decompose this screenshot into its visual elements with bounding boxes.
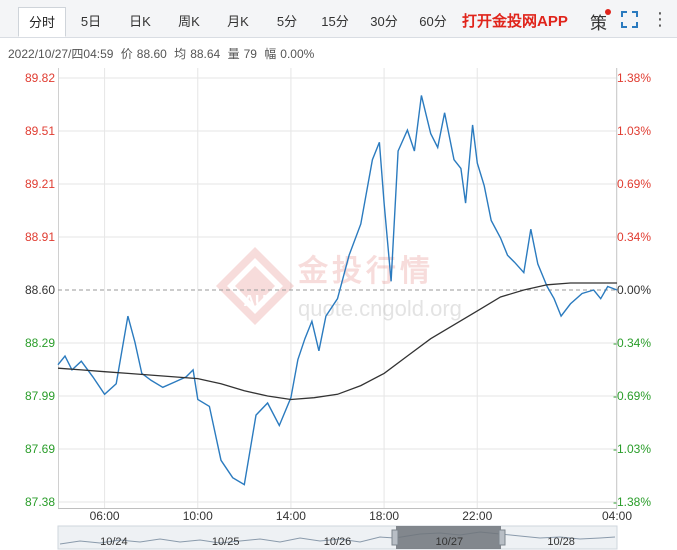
navigator-date-labels: 10/24 10/25 10/26 10/27 10/28 [100,536,575,548]
price-value: 88.60 [136,47,167,61]
navigator-selected-window[interactable] [396,526,501,549]
y-tick-label-right: 1.38% [617,71,651,85]
tab-5day[interactable]: 5日 [80,14,102,29]
tab-weekly-k[interactable]: 周K [178,14,200,29]
y-tick-label-right: 0.69% [617,177,651,191]
navigator-date-label: 10/28 [547,536,575,548]
quote-datetime: 2022/10/27/四04:59 [8,47,114,61]
y-tick-label-right: -1.03% [613,442,651,456]
y-tick-label-left: 88.60 [25,283,55,297]
period-tab-bar: 分时 5日 日K 周K 月K 5分 15分 30分 60分 打开金投网APP 策… [0,0,677,38]
navigator-date-label: 10/24 [100,536,128,548]
watermark-brand: 金投行情 [297,254,434,289]
avg-value: 88.64 [190,47,221,61]
tab-15min[interactable]: 15分 [321,14,349,29]
notification-dot [605,9,611,15]
navigator-date-label: 10/26 [324,536,352,548]
y-tick-label-left: 88.29 [25,336,55,350]
y-tick-label-right: 1.03% [617,124,651,138]
y-tick-label-left: 89.51 [25,124,55,138]
tab-30min[interactable]: 30分 [370,14,398,29]
range-navigator[interactable]: 10/24 10/25 10/26 10/27 10/28 [57,525,618,550]
strategy-icon[interactable]: 策 [590,14,607,34]
avg-label: 均 [174,47,187,61]
x-tick-label: 14:00 [276,509,306,523]
y-tick-label-left: 89.21 [25,177,55,191]
price-label: 价 [120,47,133,61]
y-tick-label-right: -0.69% [613,389,651,403]
y-axis-right-labels: 1.38% 1.03% 0.69% 0.34% 0.00% -0.34% -0.69% -1.… [613,71,651,509]
watermark-logo-text: AU [243,293,266,310]
y-tick-label-right: 0.00% [617,283,651,297]
volume-value: 79 [243,47,257,61]
open-app-link[interactable]: 打开金投网APP [462,13,568,30]
y-tick-label-right: 0.34% [617,230,651,244]
navigator-date-label: 10/27 [436,536,464,548]
x-tick-label: 22:00 [462,509,492,523]
y-tick-label-left: 87.69 [25,442,55,456]
fullscreen-icon[interactable] [621,11,638,28]
change-value: 0.00% [280,47,315,61]
navigator-date-label: 10/25 [212,536,240,548]
x-tick-label: 06:00 [90,509,120,523]
x-tick-label: 04:00 [602,509,632,523]
navigator-handle-right[interactable] [498,529,506,546]
watermark: AU 金投行情 quote.cngold.org [216,247,462,325]
watermark-logo-icon [216,247,294,325]
quote-info-line: 2022/10/27/四04:59 价 88.60 均 88.64 量 79 幅 0.0… [8,45,318,62]
x-tick-label: 10:00 [183,509,213,523]
chart-grid [58,68,618,508]
y-axis-left-labels: 89.82 89.51 89.21 88.91 88.60 88.29 87.99 87.69… [25,71,55,509]
x-tick-label: 18:00 [369,509,399,523]
tab-60min[interactable]: 60分 [419,14,447,29]
y-tick-label-left: 89.82 [25,71,55,85]
price-series-line [57,95,618,486]
change-label: 幅 [264,47,277,61]
y-tick-label-left: 88.91 [25,230,55,244]
tab-daily-k[interactable]: 日K [129,14,151,29]
tab-5min[interactable]: 5分 [276,14,298,29]
tab-monthly-k[interactable]: 月K [227,14,249,29]
y-tick-label-left: 87.38 [25,495,55,509]
x-axis-labels: 06:00 10:00 14:00 18:00 22:00 04:00 [90,509,633,523]
watermark-url: quote.cngold.org [298,296,462,321]
y-tick-label-right: -0.34% [613,336,651,350]
tab-intraday[interactable]: 分时 [18,7,66,37]
y-tick-label-left: 87.99 [25,389,55,403]
volume-label: 量 [227,47,240,61]
navigator-sparkline [59,531,616,545]
navigator-handle-left[interactable] [391,529,399,546]
y-tick-label-right: -1.38% [613,495,651,509]
average-series-line [57,282,617,401]
